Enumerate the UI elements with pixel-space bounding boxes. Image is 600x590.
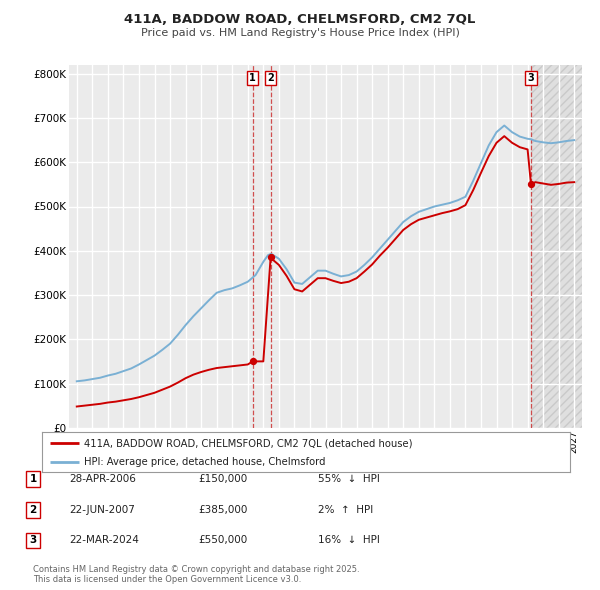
Text: £150,000: £150,000 <box>198 474 247 484</box>
Text: 28-APR-2006: 28-APR-2006 <box>69 474 136 484</box>
Text: 3: 3 <box>29 536 37 545</box>
Text: 2: 2 <box>267 73 274 83</box>
Text: Price paid vs. HM Land Registry's House Price Index (HPI): Price paid vs. HM Land Registry's House … <box>140 28 460 38</box>
Text: 411A, BADDOW ROAD, CHELMSFORD, CM2 7QL (detached house): 411A, BADDOW ROAD, CHELMSFORD, CM2 7QL (… <box>84 438 413 448</box>
Text: HPI: Average price, detached house, Chelmsford: HPI: Average price, detached house, Chel… <box>84 457 326 467</box>
Point <box>248 356 257 366</box>
Text: 2: 2 <box>29 505 37 514</box>
Text: 1: 1 <box>250 73 256 83</box>
Text: 411A, BADDOW ROAD, CHELMSFORD, CM2 7QL: 411A, BADDOW ROAD, CHELMSFORD, CM2 7QL <box>124 13 476 26</box>
Text: 22-JUN-2007: 22-JUN-2007 <box>69 505 135 514</box>
Text: £385,000: £385,000 <box>198 505 247 514</box>
Text: 22-MAR-2024: 22-MAR-2024 <box>69 536 139 545</box>
Bar <box>531 65 582 428</box>
Text: 3: 3 <box>527 73 535 83</box>
Point <box>526 179 536 189</box>
Point <box>266 253 275 262</box>
Text: 55%  ↓  HPI: 55% ↓ HPI <box>318 474 380 484</box>
Text: 16%  ↓  HPI: 16% ↓ HPI <box>318 536 380 545</box>
Text: Contains HM Land Registry data © Crown copyright and database right 2025.
This d: Contains HM Land Registry data © Crown c… <box>33 565 359 584</box>
Text: 2%  ↑  HPI: 2% ↑ HPI <box>318 505 373 514</box>
Text: 1: 1 <box>29 474 37 484</box>
Text: £550,000: £550,000 <box>198 536 247 545</box>
